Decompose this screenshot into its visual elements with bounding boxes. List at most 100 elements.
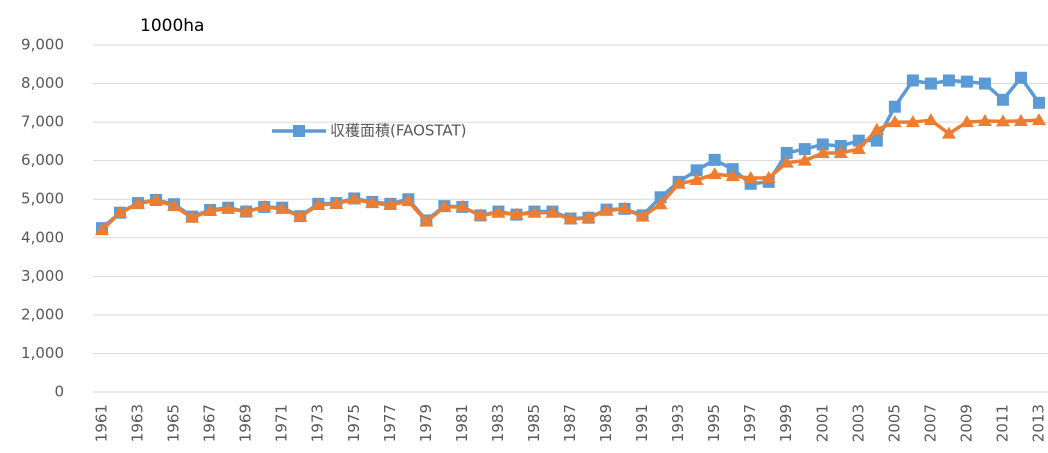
- y-tick-label: 3,000: [21, 267, 64, 285]
- marker: [1014, 71, 1027, 84]
- marker: [977, 113, 992, 126]
- x-tick-label: 1979: [417, 404, 435, 442]
- marker: [708, 153, 721, 166]
- y-tick-label: 4,000: [21, 228, 64, 246]
- marker: [167, 199, 182, 212]
- x-tick-label: 1971: [273, 404, 291, 442]
- y-tick-label: 9,000: [21, 36, 64, 54]
- marker: [131, 196, 146, 209]
- y-unit: 1000ha: [140, 16, 204, 36]
- marker: [978, 77, 991, 90]
- x-tick-label: 1989: [597, 404, 615, 442]
- x-tick-label: 1961: [93, 404, 111, 442]
- marker: [905, 115, 920, 128]
- x-tick-label: 2005: [885, 404, 903, 442]
- marker: [743, 171, 758, 184]
- x-tick-label: 2001: [813, 404, 831, 442]
- marker: [995, 114, 1010, 127]
- y-tick-label: 1,000: [21, 344, 64, 362]
- marker: [1032, 96, 1045, 109]
- marker: [581, 210, 596, 223]
- x-tick-label: 1987: [561, 404, 579, 442]
- marker: [833, 145, 848, 158]
- marker: [996, 93, 1009, 106]
- marker: [887, 115, 902, 128]
- x-tick-label: 1991: [633, 404, 651, 442]
- marker: [293, 209, 308, 222]
- marker: [690, 164, 703, 177]
- marker: [707, 167, 722, 180]
- x-tick-label: 1985: [525, 404, 543, 442]
- x-tick-label: 2009: [957, 404, 975, 442]
- marker: [599, 203, 614, 216]
- marker: [221, 201, 236, 214]
- marker: [455, 199, 470, 212]
- marker: [437, 199, 452, 212]
- marker: [942, 74, 955, 87]
- x-tick-label: 2003: [849, 404, 867, 442]
- x-tick-label: 1995: [705, 404, 723, 442]
- marker: [798, 143, 811, 156]
- x-tick-label: 1965: [165, 404, 183, 442]
- x-tick-label: 1973: [309, 404, 327, 442]
- marker: [1031, 113, 1046, 126]
- marker: [635, 209, 650, 222]
- marker: [419, 214, 434, 227]
- marker: [563, 212, 578, 225]
- y-tick-label: 8,000: [21, 74, 64, 92]
- y-tick-label: 5,000: [21, 190, 64, 208]
- marker: [203, 203, 218, 216]
- marker: [1013, 113, 1028, 126]
- marker: [185, 210, 200, 223]
- marker: [725, 169, 740, 182]
- marker: [870, 134, 883, 147]
- marker: [815, 145, 830, 158]
- marker: [888, 100, 901, 113]
- x-tick-label: 2013: [1029, 404, 1047, 442]
- y-tick-label: 7,000: [21, 113, 64, 131]
- marker: [689, 172, 704, 185]
- marker: [311, 198, 326, 211]
- marker: [924, 77, 937, 90]
- marker: [473, 208, 488, 221]
- marker: [797, 153, 812, 166]
- x-tick-label: 1975: [345, 404, 363, 442]
- marker: [617, 201, 632, 214]
- marker: [761, 171, 776, 184]
- x-tick-label: 1999: [777, 404, 795, 442]
- marker: [239, 204, 254, 217]
- marker: [851, 142, 866, 155]
- marker: [923, 113, 938, 126]
- marker: [401, 194, 416, 207]
- y-tick-label: 0: [54, 383, 64, 401]
- marker: [869, 122, 884, 135]
- marker: [149, 192, 164, 205]
- marker: [906, 74, 919, 87]
- marker: [257, 199, 272, 212]
- x-tick-label: 2007: [921, 404, 939, 442]
- marker: [347, 192, 362, 205]
- x-tick-label: 1983: [489, 404, 507, 442]
- marker: [780, 146, 793, 159]
- marker: [545, 205, 560, 218]
- marker: [960, 75, 973, 88]
- x-tick-label: 1969: [237, 404, 255, 442]
- marker: [941, 126, 956, 139]
- marker: [671, 176, 686, 189]
- marker: [491, 205, 506, 218]
- x-tick-label: 1981: [453, 404, 471, 442]
- marker: [816, 138, 829, 151]
- legend-label: 収穫面積(FAOSTAT): [330, 122, 467, 140]
- x-tick-label: 1977: [381, 404, 399, 442]
- marker: [95, 223, 110, 236]
- marker: [959, 115, 974, 128]
- y-tick-label: 2,000: [21, 305, 64, 323]
- marker: [527, 205, 542, 218]
- marker: [653, 197, 668, 210]
- marker: [383, 198, 398, 211]
- marker: [275, 201, 290, 214]
- marker: [365, 196, 380, 209]
- marker: [329, 196, 344, 209]
- x-tick-label: 2011: [993, 404, 1011, 442]
